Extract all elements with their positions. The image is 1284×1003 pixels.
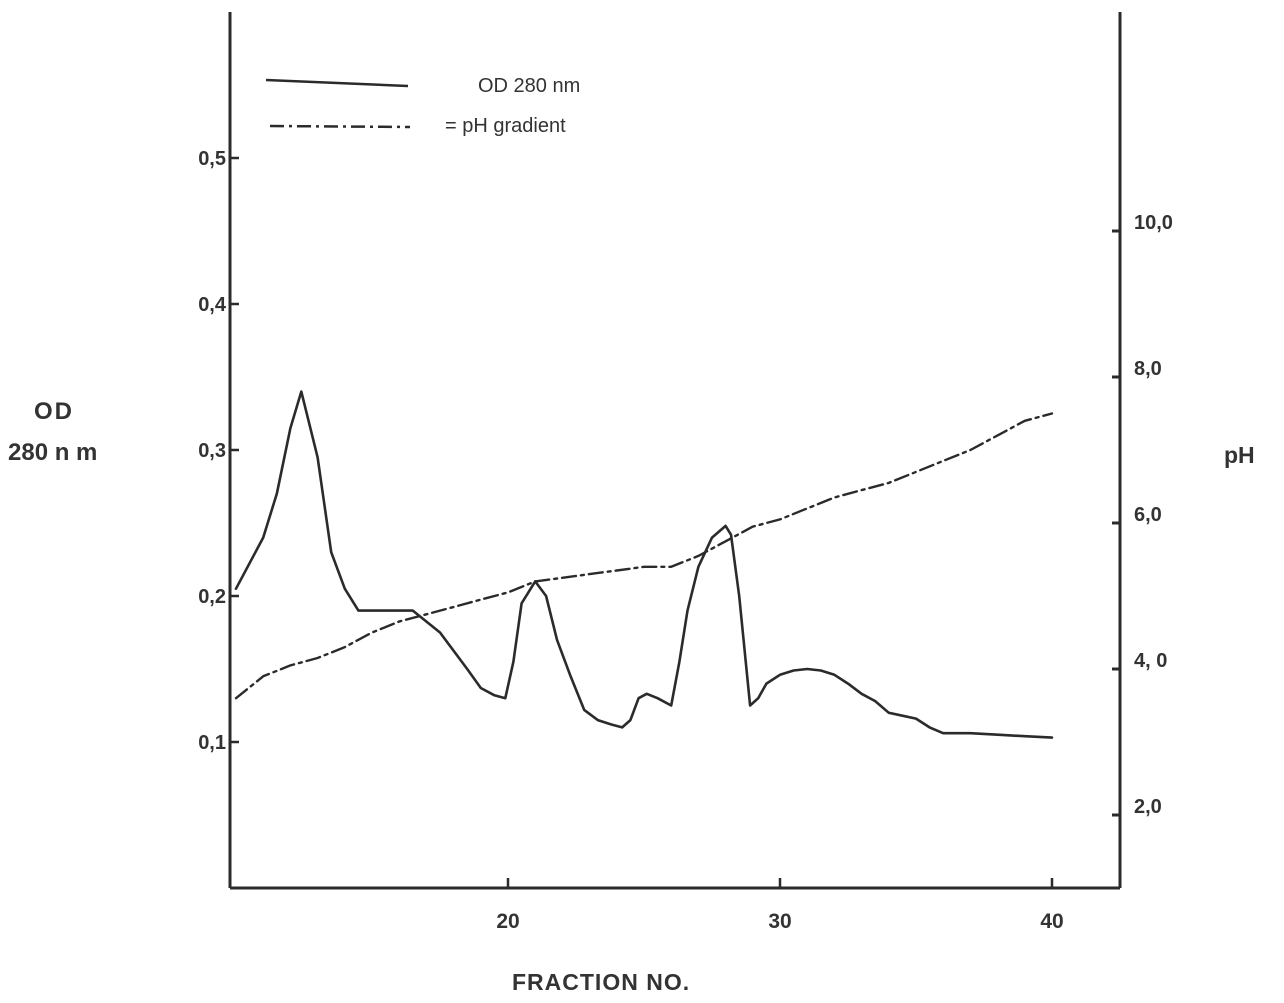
legend-swatch-od xyxy=(265,78,409,88)
axes-layer xyxy=(228,12,1122,890)
legend-swatch-ph xyxy=(269,124,411,129)
legend-label-ph: = pH gradient xyxy=(445,115,566,137)
left-y-axis-ticks: 0,1 0,2 0,3 0,4 0,5 xyxy=(198,148,239,754)
legend: OD 280 nm = pH gradient xyxy=(265,75,580,137)
series-layer xyxy=(234,390,1054,739)
left-y-tick-label: 0,4 xyxy=(198,294,227,316)
left-y-tick-label: 0,2 xyxy=(198,586,226,608)
right-y-tick-label: 6,0 xyxy=(1134,504,1162,526)
right-y-tick-label: 2,0 xyxy=(1134,796,1162,818)
x-tick-label: 40 xyxy=(1040,910,1063,933)
left-y-tick-label: 0,5 xyxy=(198,148,226,170)
x-axis-ticks: 20 30 40 xyxy=(496,878,1064,933)
legend-label-od: OD 280 nm xyxy=(478,75,580,97)
right-y-axis-title: pH xyxy=(1224,442,1255,468)
left-y-tick-label: 0,1 xyxy=(198,732,226,754)
right-y-tick-label: 8,0 xyxy=(1134,358,1162,380)
ph-gradient-series-line xyxy=(234,412,1054,700)
right-y-axis-ticks: 2,0 4, 0 6,0 8,0 10,0 xyxy=(1112,212,1173,818)
x-tick-label: 20 xyxy=(496,910,519,933)
left-y-tick-label: 0,3 xyxy=(198,440,226,462)
right-y-tick-label: 4, 0 xyxy=(1134,650,1167,672)
x-tick-label: 30 xyxy=(768,910,791,933)
right-y-tick-label: 10,0 xyxy=(1134,212,1173,234)
left-y-axis-title-line2: 280 n m xyxy=(8,439,97,466)
od-280-series-line xyxy=(234,390,1054,739)
x-axis-title: FRACTION NO. xyxy=(512,969,690,995)
left-y-axis-title-line1: OD xyxy=(34,398,74,425)
